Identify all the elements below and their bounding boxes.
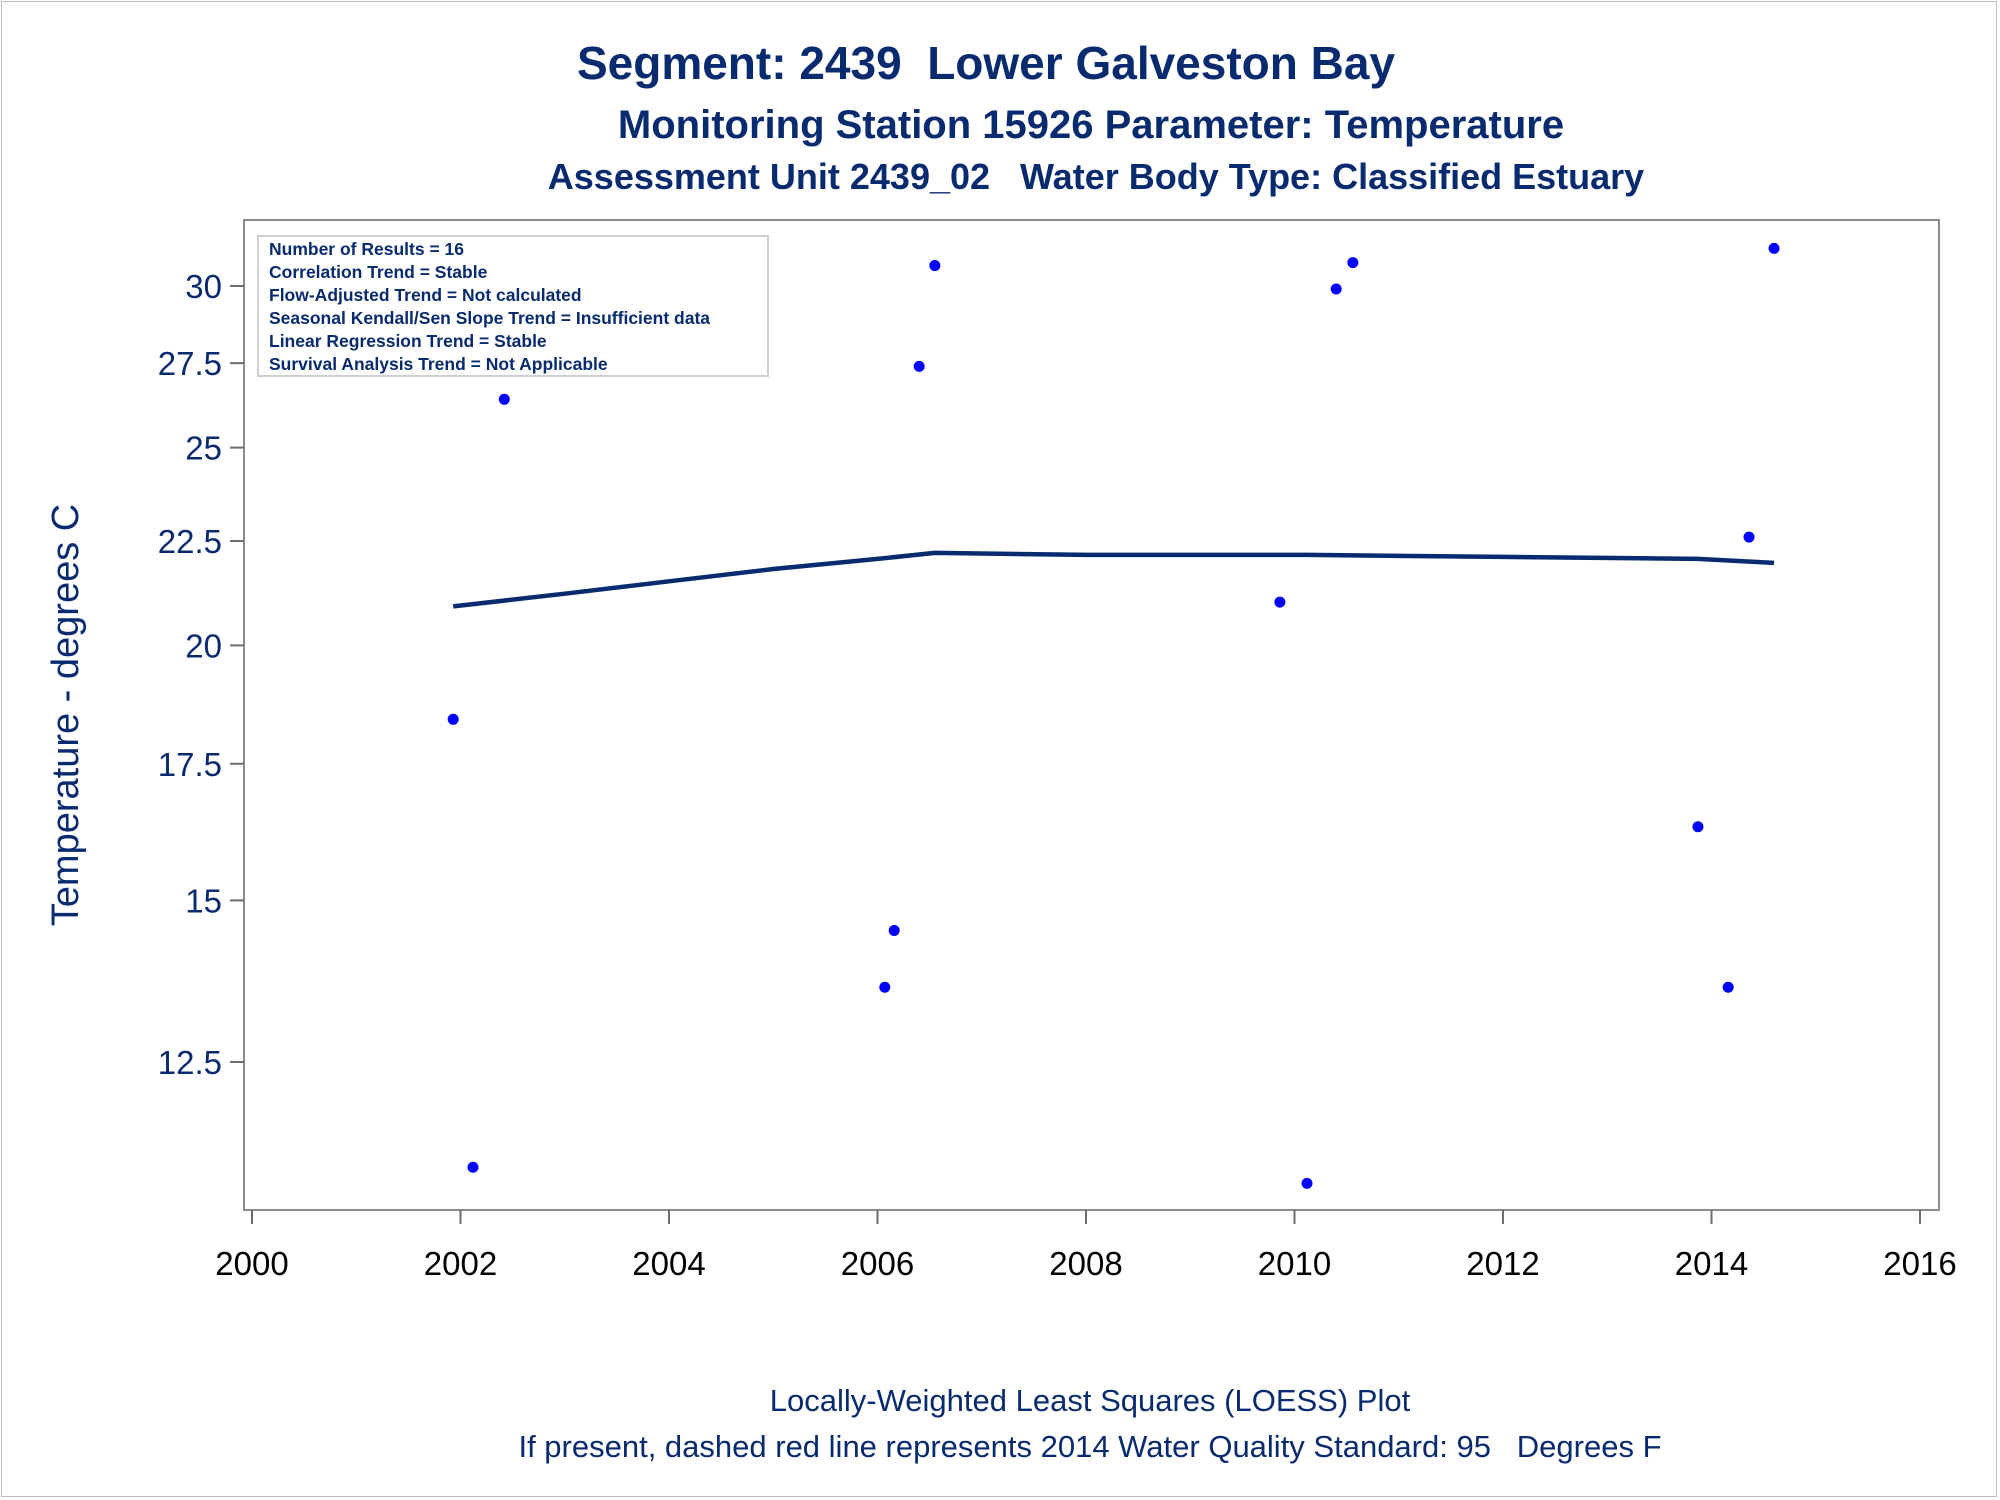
x-tick-label: 2016	[1883, 1245, 1956, 1282]
y-tick-label: 30	[185, 268, 222, 305]
plot-area	[243, 219, 1940, 1211]
scatter-points-layer	[447, 242, 1780, 1189]
y-tick-label: 15	[185, 882, 222, 919]
x-tick-label: 2006	[841, 1245, 914, 1282]
trend-summary-line: Correlation Trend = Stable	[269, 262, 488, 282]
y-tick-label: 22.5	[158, 523, 222, 560]
y-axis: 12.5 15 17.5 20 22.5 25 27.5 30	[158, 268, 244, 1081]
x-tick-label: 2008	[1049, 1245, 1122, 1282]
footnote-loess: Locally-Weighted Least Squares (LOESS) P…	[770, 1383, 1411, 1418]
y-tick-label: 20	[185, 627, 222, 664]
data-point	[1722, 981, 1734, 993]
data-point	[879, 981, 891, 993]
loess-line-layer	[452, 550, 1775, 609]
footnote-standard: If present, dashed red line represents 2…	[518, 1429, 1661, 1464]
data-point	[1347, 257, 1359, 269]
trend-summary-line: Number of Results = 16	[269, 239, 464, 259]
trend-summary-line: Flow-Adjusted Trend = Not calculated	[269, 285, 582, 305]
x-tick-label: 2012	[1466, 1245, 1539, 1282]
chart-title: Segment: 2439 Lower Galveston Bay	[577, 37, 1395, 89]
data-point	[1330, 283, 1342, 295]
data-point	[913, 360, 925, 372]
trend-summary-box-frame	[257, 235, 769, 377]
loess-line	[452, 550, 1775, 609]
x-axis: 2000 2002 2004 2006 2008 2010 2012 2014 2016	[215, 1210, 1957, 1282]
data-point	[1692, 821, 1704, 833]
data-point	[447, 713, 459, 725]
data-point	[467, 1161, 479, 1173]
trend-summary-box: Number of Results = 16 Correlation Trend …	[257, 235, 769, 377]
y-tick-label: 25	[185, 430, 222, 467]
data-point	[1274, 596, 1286, 608]
data-point	[929, 260, 941, 272]
chart-subtitle: Monitoring Station 15926 Parameter: Temp…	[618, 103, 1564, 147]
y-tick-label: 17.5	[158, 746, 222, 783]
data-point	[1301, 1177, 1313, 1189]
data-point	[498, 393, 510, 405]
trend-summary-line: Survival Analysis Trend = Not Applicable	[269, 354, 608, 374]
chart-subtitle-2: Assessment Unit 2439_02 Water Body Type:…	[548, 156, 1644, 197]
data-point	[888, 924, 900, 936]
data-point	[1768, 242, 1780, 254]
x-tick-label: 2014	[1675, 1245, 1748, 1282]
trend-summary-line: Linear Regression Trend = Stable	[269, 331, 547, 351]
y-axis-label: Temperature - degrees C	[45, 504, 87, 926]
x-tick-label: 2002	[424, 1245, 497, 1282]
y-tick-label: 12.5	[158, 1044, 222, 1081]
x-tick-label: 2004	[632, 1245, 705, 1282]
x-tick-label: 2000	[215, 1245, 288, 1282]
data-point	[1743, 531, 1755, 543]
y-tick-label: 27.5	[158, 345, 222, 382]
x-tick-label: 2010	[1258, 1245, 1331, 1282]
trend-summary-line: Seasonal Kendall/Sen Slope Trend = Insuf…	[269, 308, 710, 328]
